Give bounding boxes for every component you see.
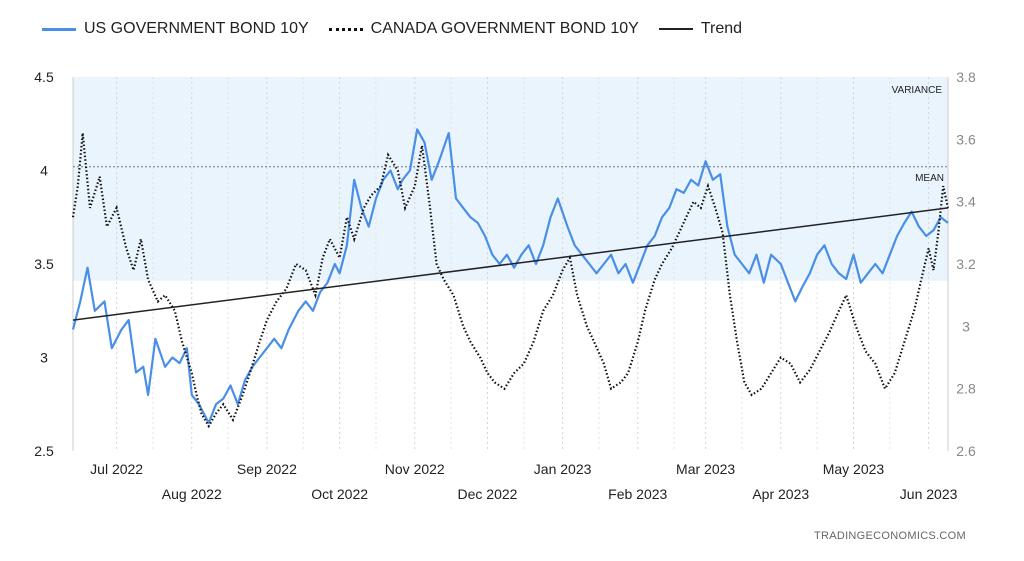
right-y-tick-label: 3.8 <box>956 69 976 85</box>
legend-item-trend[interactable]: Trend <box>658 20 743 38</box>
x-tick-label: Nov 2022 <box>385 461 445 477</box>
legend-swatch-trend <box>658 28 693 30</box>
x-tick-label: Feb 2023 <box>608 486 667 502</box>
right-y-tick-label: 3.6 <box>956 131 976 147</box>
source-watermark: TRADINGECONOMICS.COM <box>813 530 966 542</box>
right-y-tick-label: 3 <box>962 318 970 334</box>
legend-label-trend: Trend <box>700 20 743 37</box>
left-y-tick-label: 3.5 <box>34 256 54 272</box>
right-y-tick-label: 2.8 <box>956 381 976 397</box>
legend-item-us[interactable]: US GOVERNMENT BOND 10Y <box>42 20 309 38</box>
left-y-tick-label: 4 <box>40 163 48 179</box>
x-tick-label: Apr 2023 <box>752 486 809 502</box>
mean-annotation: MEAN <box>915 173 944 184</box>
x-tick-label: Jun 2023 <box>900 486 958 502</box>
x-tick-label: Jan 2023 <box>534 461 592 477</box>
left-y-tick-label: 4.5 <box>34 69 54 85</box>
right-y-tick-label: 3.4 <box>956 194 976 210</box>
x-tick-label: Mar 2023 <box>676 461 735 477</box>
right-y-tick-label: 3.2 <box>956 256 976 272</box>
right-y-tick-label: 2.6 <box>956 443 976 459</box>
x-tick-label: May 2023 <box>823 461 885 477</box>
legend-swatch-us <box>42 27 76 31</box>
series-line-trend <box>72 207 949 321</box>
variance-band <box>73 77 948 281</box>
variance-annotation: VARIANCE <box>892 85 943 96</box>
series-line-canada <box>71 132 950 429</box>
x-tick-label: Oct 2022 <box>311 486 368 502</box>
legend-label-canada: CANADA GOVERNMENT BOND 10Y <box>370 20 639 37</box>
left-y-tick-label: 3 <box>40 350 48 366</box>
chart-legend: US GOVERNMENT BOND 10Y CANADA GOVERNMENT… <box>42 20 762 38</box>
legend-label-us: US GOVERNMENT BOND 10Y <box>84 20 309 37</box>
x-tick-label: Dec 2022 <box>458 486 518 502</box>
legend-item-canada[interactable]: CANADA GOVERNMENT BOND 10Y <box>328 20 639 38</box>
x-tick-label: Aug 2022 <box>162 486 222 502</box>
left-y-tick-label: 2.5 <box>34 443 54 459</box>
series-line-us <box>71 128 949 425</box>
x-tick-label: Sep 2022 <box>237 461 297 477</box>
legend-swatch-canada <box>328 27 363 31</box>
x-tick-label: Jul 2022 <box>90 461 143 477</box>
